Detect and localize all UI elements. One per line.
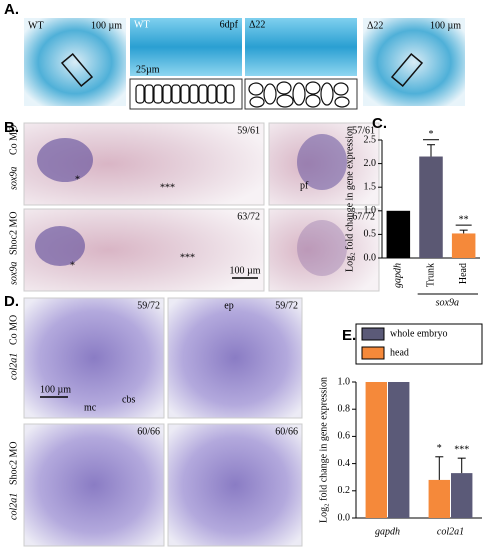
marker: *** xyxy=(180,252,195,263)
photo xyxy=(130,18,242,76)
legend-label: whole embryo xyxy=(390,328,448,339)
y-tick-label: 1.0 xyxy=(364,205,377,216)
y-tick-label: 1.0 xyxy=(338,376,351,387)
structure-label: mc xyxy=(84,402,97,413)
genotype: Δ22 xyxy=(367,20,383,31)
y-tick-label: 0.0 xyxy=(364,252,377,263)
structure-label: ep xyxy=(224,300,233,311)
stain xyxy=(37,138,93,182)
genotype: WT xyxy=(134,19,150,30)
marker: * xyxy=(75,174,80,185)
legend-swatch xyxy=(361,346,385,360)
treatment-label: Shoc2 MO xyxy=(8,211,19,255)
photo xyxy=(24,18,126,106)
inset-box xyxy=(60,52,94,88)
treatment-label: Shoc2 MO xyxy=(8,441,19,485)
x-tick-label: col2a1 xyxy=(437,526,464,537)
significance: * xyxy=(437,443,442,454)
panel-label: D. xyxy=(4,293,19,310)
significance: * xyxy=(429,129,434,140)
x-tick-label: gapdh xyxy=(393,263,404,288)
significance: ** xyxy=(459,214,469,225)
legend-label: head xyxy=(390,347,409,358)
stage: 6dpf xyxy=(220,19,239,30)
count: 60/66 xyxy=(275,426,298,437)
panel-label: A. xyxy=(4,1,19,18)
bar xyxy=(386,210,411,258)
y-tick-label: 0.0 xyxy=(338,512,351,523)
photo xyxy=(167,423,303,547)
count: 59/72 xyxy=(275,300,298,311)
y-tick-label: 0.6 xyxy=(338,431,351,442)
scale-label: 25µm xyxy=(136,64,160,75)
y-tick-label: 0.4 xyxy=(338,458,351,469)
photo xyxy=(23,297,165,419)
stain xyxy=(35,226,85,266)
legend-swatch xyxy=(361,327,385,341)
y-tick-label: 0.2 xyxy=(338,485,351,496)
x-tick-label: Trunk xyxy=(425,263,436,287)
count: 59/61 xyxy=(237,125,260,136)
scale-label: 100 µm xyxy=(91,20,122,31)
photo xyxy=(23,423,165,547)
bar xyxy=(451,233,476,258)
cell-outlines xyxy=(135,81,350,108)
scale-label: 100 µm xyxy=(40,384,71,395)
photo xyxy=(167,297,303,419)
count: 67/72 xyxy=(352,211,375,222)
count: 57/61 xyxy=(352,125,375,136)
bar xyxy=(365,382,387,518)
stain xyxy=(297,220,347,276)
y-axis-label: Log₂ fold change in gene expression xyxy=(318,377,329,523)
significance: *** xyxy=(454,444,469,455)
photo xyxy=(363,18,465,106)
photo xyxy=(268,208,380,292)
structure-label: cbs xyxy=(122,394,135,405)
inset-box xyxy=(390,52,424,88)
stain xyxy=(297,134,347,190)
panel-label: B. xyxy=(4,119,19,136)
count: 60/66 xyxy=(137,426,160,437)
bar xyxy=(451,473,473,518)
count: 63/72 xyxy=(237,211,260,222)
genotype: WT xyxy=(28,20,44,31)
bar xyxy=(419,156,443,258)
panel-label: E. xyxy=(342,327,356,344)
scale-label: 100 µm xyxy=(430,20,461,31)
marker: *** xyxy=(160,182,175,193)
treatment-label: Co MO xyxy=(8,125,19,155)
schematic xyxy=(129,78,243,110)
panel-label: C. xyxy=(372,115,387,132)
photo xyxy=(245,18,357,76)
x-tick-label: gapdh xyxy=(375,526,400,537)
probe-label: sox9a xyxy=(8,167,19,190)
y-tick-label: 2.5 xyxy=(364,134,377,145)
scale-label: 100 µm xyxy=(229,265,260,276)
x-tick-label: Head xyxy=(458,263,469,284)
structure-label: pf xyxy=(300,180,309,191)
y-tick-label: 0.8 xyxy=(338,403,351,414)
count: 59/72 xyxy=(137,300,160,311)
bar xyxy=(388,382,410,518)
y-tick-label: 1.5 xyxy=(364,181,377,192)
probe-label: col2a1 xyxy=(8,353,19,380)
probe-label: sox9a xyxy=(8,262,19,285)
y-tick-label: 2.0 xyxy=(364,158,377,169)
y-tick-label: 0.5 xyxy=(364,229,377,240)
treatment-label: Co MO xyxy=(8,315,19,345)
probe-label: col2a1 xyxy=(8,493,19,520)
marker: * xyxy=(70,260,75,271)
group-label: sox9a xyxy=(436,297,459,308)
genotype: Δ22 xyxy=(249,19,265,30)
y-axis-label: Log₂ fold change in gene expression xyxy=(344,126,355,272)
bar xyxy=(428,479,450,518)
